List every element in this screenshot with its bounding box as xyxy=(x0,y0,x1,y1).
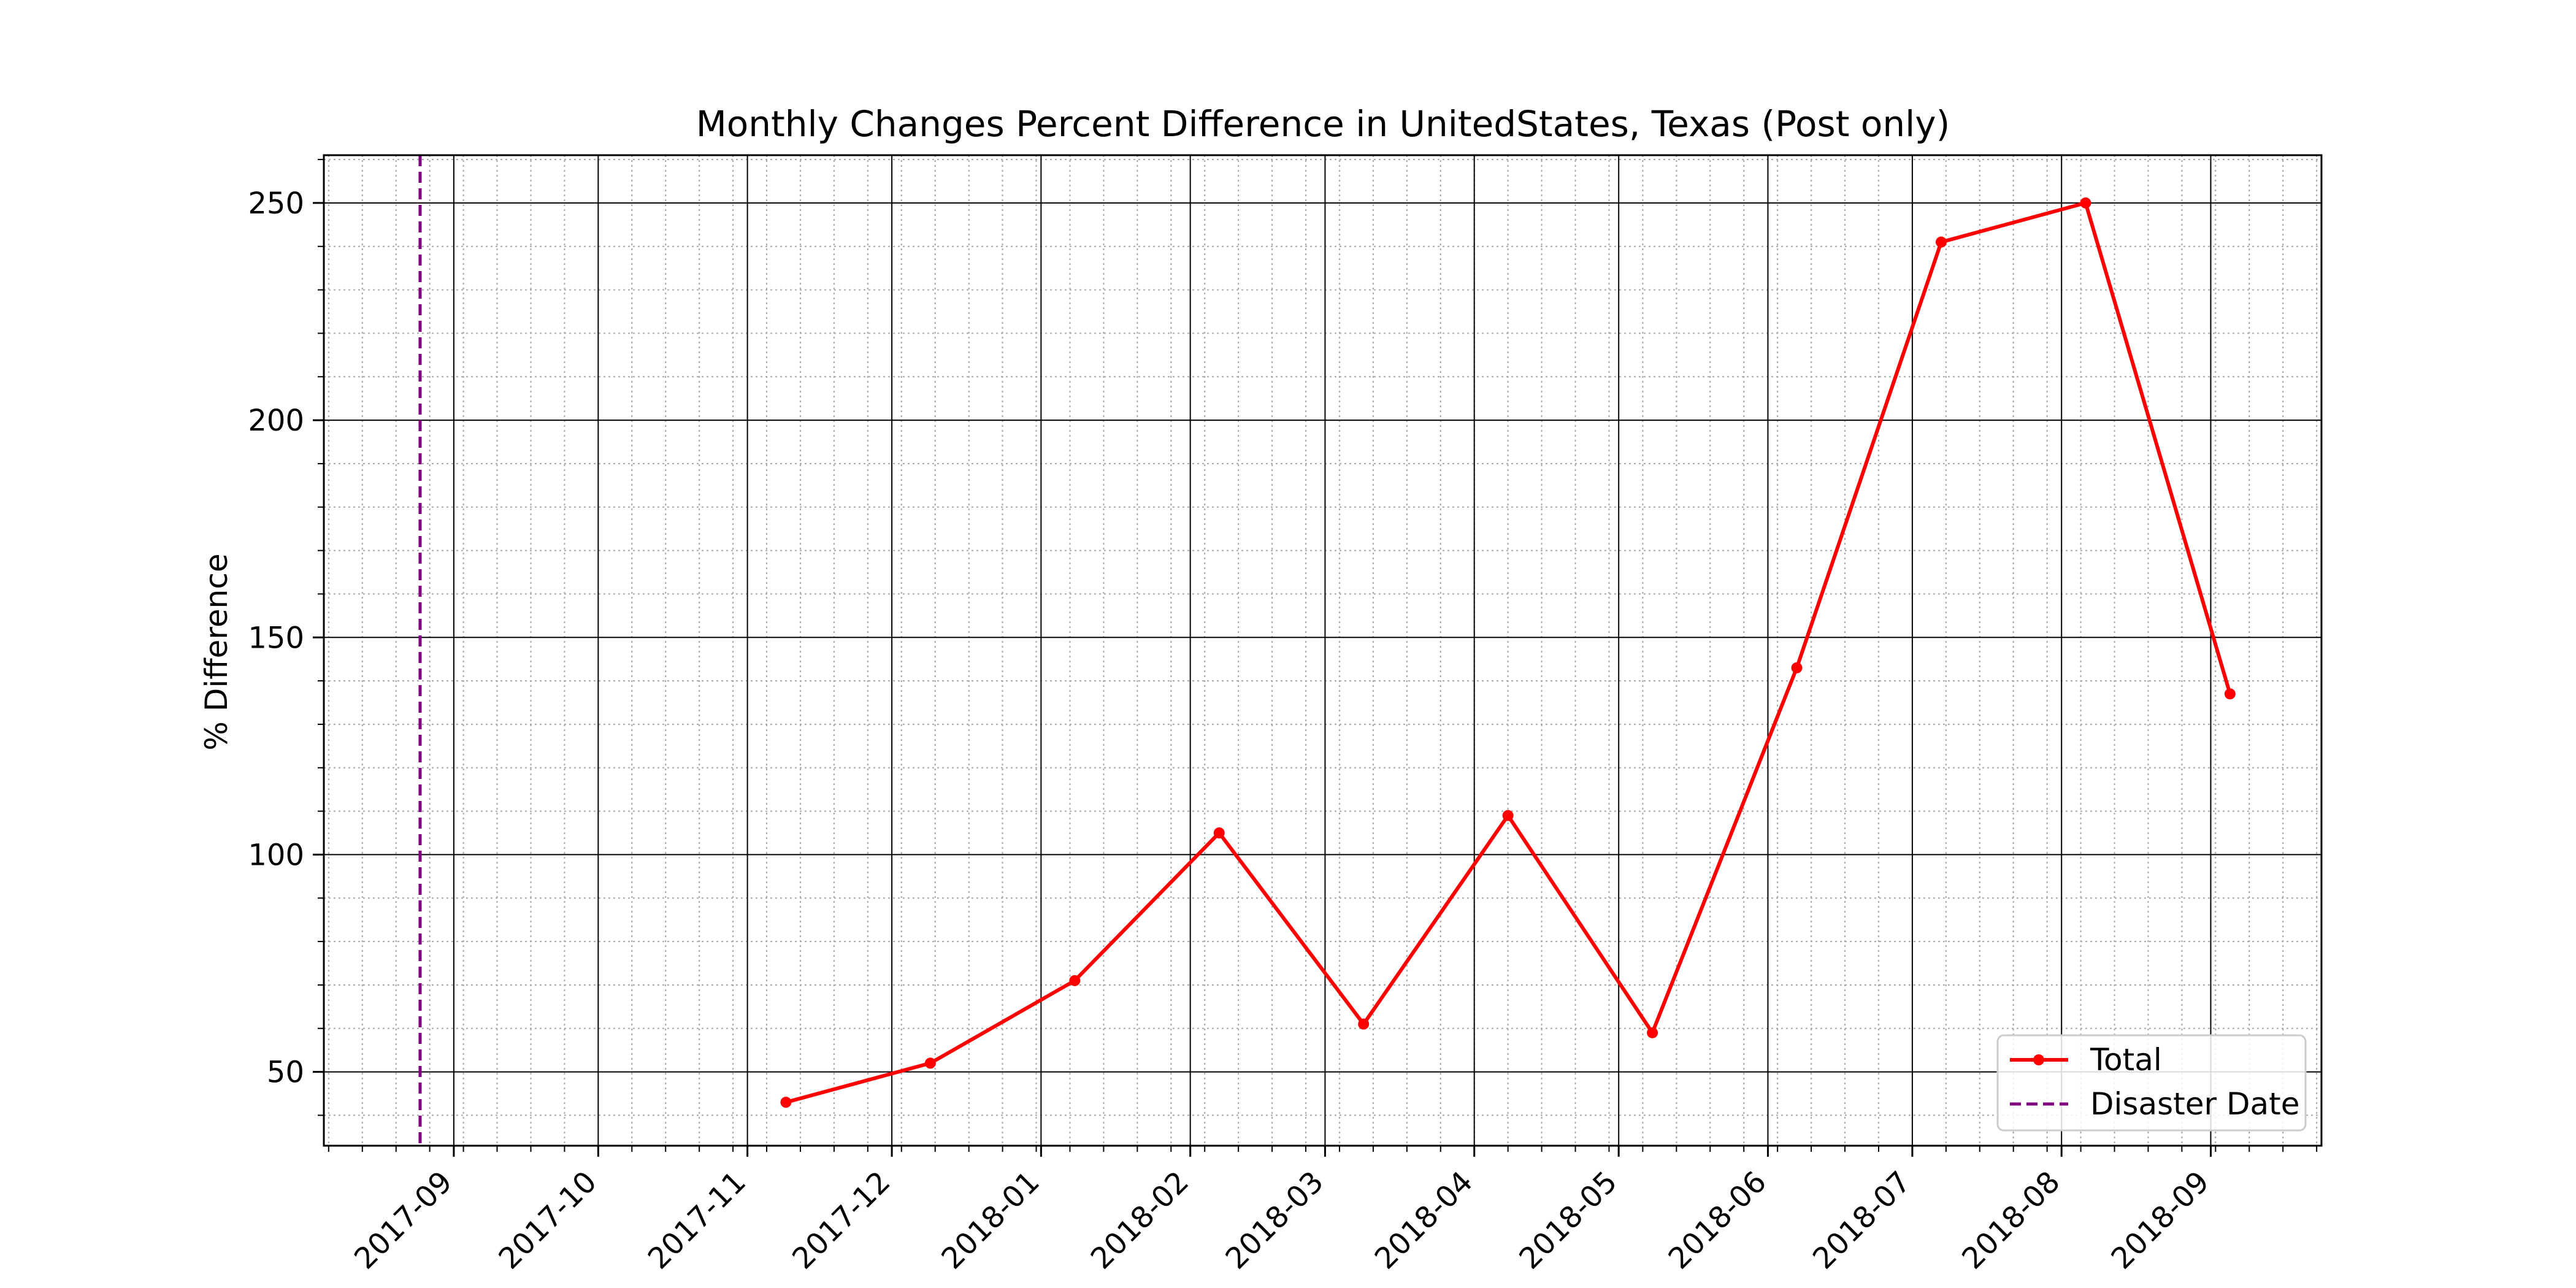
y-axis-label: % Difference xyxy=(199,553,234,750)
data-point xyxy=(1358,1018,1370,1030)
legend-label-total: Total xyxy=(2090,1042,2162,1078)
y-tick-label: 50 xyxy=(267,1056,304,1090)
data-point xyxy=(1935,236,1947,248)
y-tick-label: 100 xyxy=(248,838,304,872)
data-point xyxy=(1502,810,1514,821)
minor-grid xyxy=(324,155,2321,1146)
data-point xyxy=(2224,688,2236,700)
y-tick-label: 200 xyxy=(248,404,304,438)
legend-box xyxy=(1996,1034,2307,1132)
y-axis: 50 100 150 200 250 xyxy=(248,159,324,1116)
y-tick-label: 250 xyxy=(248,186,304,221)
chart-title: Monthly Changes Percent Difference in Un… xyxy=(696,103,1950,145)
data-point xyxy=(780,1097,792,1108)
legend: Total Disaster Date xyxy=(1996,1034,2307,1132)
series-layer xyxy=(780,197,2236,1108)
data-point xyxy=(1791,662,1803,673)
plot-frame xyxy=(323,154,2323,1147)
data-point xyxy=(1069,975,1081,986)
data-point xyxy=(2080,197,2091,209)
legend-label-disaster-date: Disaster Date xyxy=(2090,1086,2299,1122)
y-tick-label: 150 xyxy=(248,621,304,655)
data-point xyxy=(1647,1027,1658,1038)
data-point xyxy=(1213,827,1225,838)
legend-marker-total xyxy=(2033,1054,2044,1065)
data-point xyxy=(924,1057,936,1069)
